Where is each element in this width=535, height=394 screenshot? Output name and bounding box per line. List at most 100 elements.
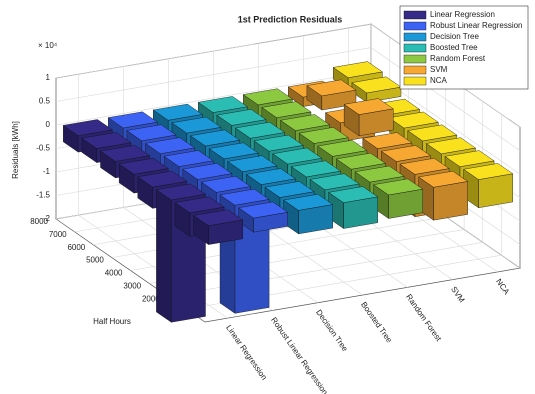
- category-label: Linear Regression: [224, 323, 269, 381]
- category-label: Decision Tree: [314, 308, 350, 354]
- bar-face: [238, 201, 289, 219]
- bar-face: [418, 170, 469, 188]
- legend-label: Boosted Tree: [430, 43, 478, 52]
- bar: [193, 209, 244, 245]
- bar: [328, 186, 379, 229]
- x-tick-label: 8000: [30, 217, 48, 226]
- bar-face: [279, 114, 331, 131]
- y-tick-label: -1.5: [36, 191, 50, 200]
- bar-face: [399, 158, 450, 175]
- bar-face: [388, 111, 439, 129]
- bar-face: [328, 186, 379, 203]
- bar-face: [425, 137, 477, 155]
- y-tick-label: 0: [46, 120, 51, 129]
- bar-face: [189, 129, 241, 147]
- bar: [283, 194, 334, 235]
- bar: [343, 98, 394, 137]
- bar-face: [306, 79, 357, 97]
- legend-label: Linear Regression: [430, 10, 495, 19]
- y-tick-label: 0.5: [39, 97, 51, 106]
- category-label: NCA: [494, 277, 511, 297]
- y-tick-label: -1: [43, 167, 51, 176]
- bar: [238, 201, 289, 233]
- bar-face: [171, 116, 222, 134]
- bar-face: [216, 109, 267, 126]
- legend-swatch: [403, 54, 427, 64]
- bar-face: [283, 194, 334, 211]
- x-tick-label: 4000: [105, 269, 123, 278]
- bar: [351, 76, 402, 103]
- bar-face: [245, 168, 297, 185]
- bar-face: [343, 98, 394, 115]
- legend-swatch: [403, 65, 427, 75]
- bar-face: [261, 101, 312, 118]
- category-label: SVM: [449, 285, 467, 305]
- bar-face: [163, 150, 214, 167]
- bar-face: [407, 124, 458, 142]
- legend-swatch: [403, 76, 427, 86]
- bar-face: [354, 165, 405, 183]
- bar-face: [137, 170, 188, 188]
- x-tick-label: 2000: [142, 294, 160, 303]
- y-tick-label: 1: [46, 73, 51, 82]
- category-label: Boosted Tree: [359, 300, 394, 345]
- bar-face: [253, 134, 304, 152]
- bar-face: [380, 145, 432, 162]
- legend-label: Decision Tree: [430, 32, 479, 41]
- bar-face: [444, 150, 495, 167]
- legend-label: Robust Linear Regression: [430, 21, 523, 30]
- bar-face: [234, 121, 286, 139]
- bar-face: [62, 119, 113, 136]
- bar-face: [156, 189, 172, 323]
- bar-face: [290, 160, 342, 178]
- x-tick-label: 3000: [123, 281, 141, 290]
- bar-face: [155, 183, 207, 201]
- legend-swatch: [403, 32, 427, 42]
- bar: [463, 163, 514, 209]
- bar-face: [197, 96, 248, 113]
- x-tick-label: 7000: [49, 230, 67, 239]
- category-label: Random Forest: [404, 293, 443, 344]
- bar-face: [118, 157, 169, 175]
- bar-face: [152, 103, 203, 121]
- x-axis-label: Half Hours: [93, 317, 131, 326]
- bar-face: [362, 132, 413, 149]
- bar-face: [272, 147, 323, 165]
- bar-face: [463, 163, 514, 180]
- bar-face: [182, 163, 233, 180]
- bar-face: [433, 181, 468, 221]
- bar-face: [264, 181, 315, 198]
- bar-face: [298, 127, 349, 144]
- legend-label: Random Forest: [430, 54, 486, 63]
- bar-face: [174, 196, 225, 214]
- bar-face: [242, 88, 293, 106]
- bar-face: [99, 145, 151, 162]
- bar-face: [107, 111, 158, 129]
- chart-title: 1st Prediction Residuals: [238, 14, 343, 24]
- bar-face: [200, 175, 252, 193]
- bar-face: [373, 178, 424, 196]
- bar-face: [351, 76, 402, 94]
- legend-swatch: [403, 21, 427, 31]
- bar-face: [126, 124, 177, 142]
- x-tick-label: 5000: [86, 256, 104, 265]
- legend-swatch: [403, 43, 427, 53]
- y-tick-label: -0.5: [36, 144, 50, 153]
- bar-face: [219, 188, 270, 206]
- category-label: Robust Linear Regression: [269, 316, 329, 394]
- bar-face: [317, 140, 368, 157]
- bar-face: [208, 142, 259, 160]
- bar: [373, 178, 424, 219]
- x-tick-label: 6000: [67, 243, 85, 252]
- legend-label: NCA: [430, 76, 448, 85]
- bar: [418, 170, 469, 221]
- bar-face: [81, 132, 132, 149]
- bar-face: [332, 61, 383, 78]
- bar-face: [227, 155, 278, 172]
- bar-face: [193, 209, 244, 226]
- bar-face: [144, 137, 196, 154]
- bar-face: [309, 173, 360, 191]
- y-axis-label: Residuals [kWh]: [11, 121, 20, 179]
- legend-label: SVM: [430, 65, 448, 74]
